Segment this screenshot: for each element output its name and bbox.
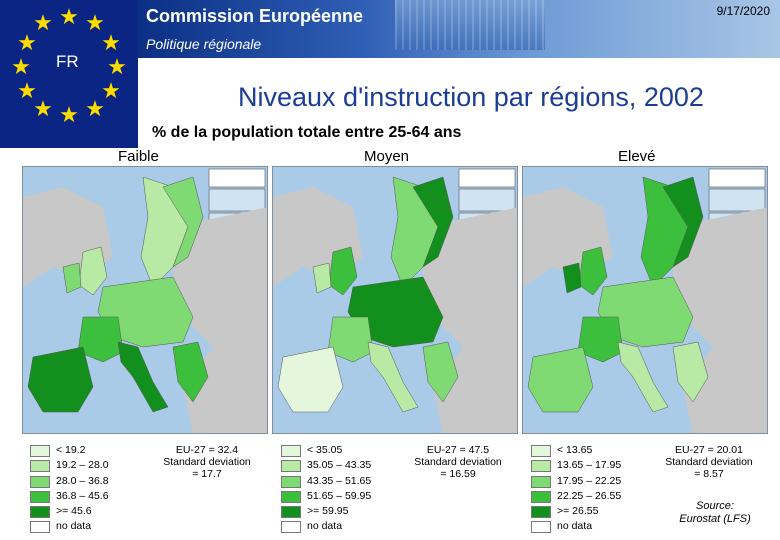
eu-flag-logo: ★ ★ ★ ★ ★ ★ ★ ★ ★ ★ ★ ★ FR	[0, 0, 138, 148]
legend-swatch	[531, 476, 551, 488]
star-icon: ★	[59, 102, 79, 127]
legend-stats: EU-27 = 47.5 Standard deviation = 16.59	[414, 444, 502, 480]
star-icon: ★	[33, 10, 53, 35]
map-high-education	[522, 166, 768, 434]
source-note: Source: Eurostat (LFS)	[679, 500, 751, 525]
star-icon: ★	[11, 54, 31, 79]
legend-stats: EU-27 = 20.01 Standard deviation = 8.57	[665, 444, 753, 480]
country-code: FR	[56, 52, 79, 71]
column-label-high: Elevé	[618, 148, 656, 165]
map-medium-education	[272, 166, 518, 434]
star-icon: ★	[33, 96, 53, 121]
star-icon: ★	[107, 54, 127, 79]
map-low-education	[22, 166, 268, 434]
legend-swatch	[531, 521, 551, 533]
legend-swatch	[281, 476, 301, 488]
legend-swatch	[281, 506, 301, 518]
header-banner-image	[395, 0, 545, 50]
legend-swatch	[281, 491, 301, 503]
dg-subtitle: Politique régionale	[146, 36, 262, 52]
slide-date: 9/17/2020	[716, 4, 770, 18]
star-icon: ★	[85, 10, 105, 35]
commission-name: Commission Européenne	[146, 6, 364, 26]
legend-swatch	[531, 460, 551, 472]
star-icon: ★	[17, 78, 37, 103]
legend-swatch	[281, 521, 301, 533]
legend-swatch	[30, 506, 50, 518]
legend-swatch	[531, 445, 551, 457]
legend-swatch	[531, 491, 551, 503]
star-icon: ★	[85, 96, 105, 121]
legend-swatch	[531, 506, 551, 518]
legend-swatch	[30, 491, 50, 503]
legend-swatch	[281, 460, 301, 472]
legend-swatch	[281, 445, 301, 457]
slide-title: Niveaux d'instruction par régions, 2002	[238, 82, 704, 112]
column-label-low: Faible	[118, 148, 159, 165]
legend-swatch	[30, 460, 50, 472]
legend-swatch	[30, 476, 50, 488]
star-icon: ★	[59, 4, 79, 29]
star-icon: ★	[17, 30, 37, 55]
star-icon: ★	[101, 78, 121, 103]
population-subtitle: % de la population totale entre 25-64 an…	[152, 124, 462, 141]
legend-swatch	[30, 445, 50, 457]
legend-swatch	[30, 521, 50, 533]
star-icon: ★	[101, 30, 121, 55]
column-label-medium: Moyen	[364, 148, 410, 165]
legend-stats: EU-27 = 32.4 Standard deviation = 17.7	[163, 444, 251, 480]
